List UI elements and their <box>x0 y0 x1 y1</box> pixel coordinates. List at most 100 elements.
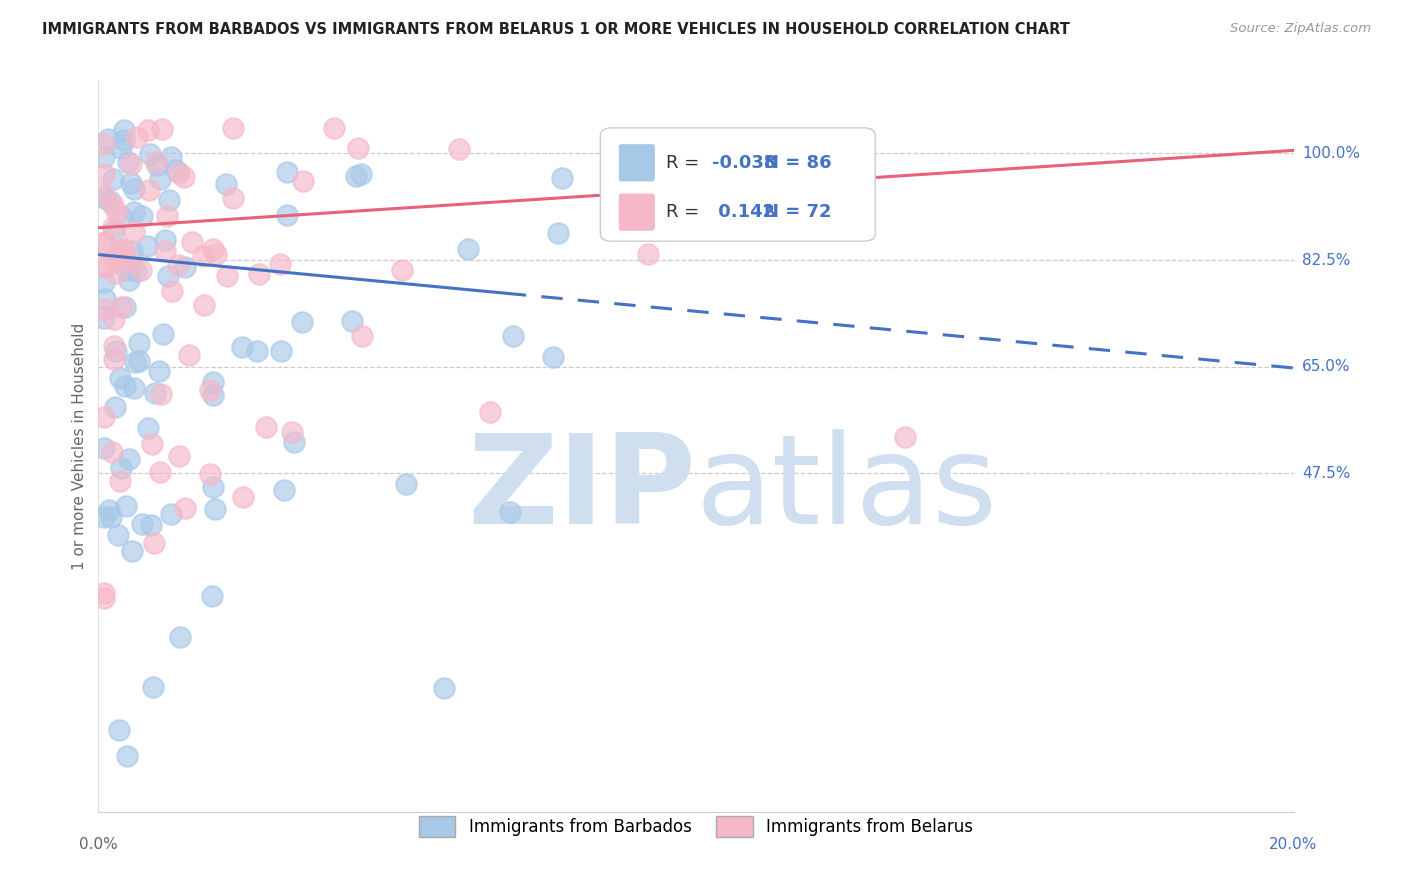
Point <box>93 301 115 316</box>
Point <box>146 158 169 172</box>
Point <box>198 383 221 397</box>
Point <box>108 371 131 385</box>
Point <box>449 142 471 156</box>
Point <box>479 405 502 419</box>
Text: R =: R = <box>666 153 704 172</box>
Point <box>103 339 125 353</box>
Point <box>114 301 136 315</box>
Point <box>129 262 152 277</box>
Point <box>131 516 153 531</box>
Point <box>110 300 132 314</box>
Point <box>391 263 413 277</box>
Text: Source: ZipAtlas.com: Source: ZipAtlas.com <box>1230 22 1371 36</box>
Point <box>145 386 167 401</box>
Text: 100.0%: 100.0% <box>1302 146 1360 161</box>
Point <box>96 260 118 274</box>
Point <box>93 236 115 251</box>
Point <box>204 501 226 516</box>
Point <box>125 130 148 145</box>
Point <box>165 163 187 178</box>
Point <box>97 132 120 146</box>
Point <box>121 244 143 259</box>
Point <box>108 474 131 488</box>
Point <box>173 170 195 185</box>
Point <box>281 425 304 439</box>
Point <box>174 501 197 516</box>
Point <box>231 340 253 354</box>
Point <box>149 465 172 479</box>
Point <box>93 585 115 599</box>
Text: 47.5%: 47.5% <box>1302 466 1350 481</box>
FancyBboxPatch shape <box>620 194 654 230</box>
Point <box>292 173 315 187</box>
Point <box>103 223 125 237</box>
Point <box>169 166 191 180</box>
Point <box>93 167 115 181</box>
Point <box>153 233 176 247</box>
Point <box>222 121 245 136</box>
Point <box>120 176 142 190</box>
Point <box>543 350 565 364</box>
Point <box>276 165 298 179</box>
Point <box>167 449 190 463</box>
Point <box>202 375 225 389</box>
Point <box>169 630 191 644</box>
Point <box>94 293 117 307</box>
Point <box>157 193 180 207</box>
Text: -0.038: -0.038 <box>711 153 776 172</box>
Point <box>93 136 115 151</box>
Point <box>502 328 524 343</box>
Point <box>136 421 159 435</box>
Point <box>152 326 174 341</box>
Point <box>110 460 132 475</box>
Point <box>346 141 368 155</box>
Point <box>122 181 145 195</box>
Text: 82.5%: 82.5% <box>1302 252 1350 268</box>
Point <box>149 171 172 186</box>
Point <box>103 198 125 212</box>
Point <box>135 239 157 253</box>
Point <box>149 387 172 401</box>
Point <box>193 298 215 312</box>
Point <box>122 205 145 219</box>
Text: R =: R = <box>666 203 704 221</box>
Point <box>112 122 135 136</box>
Point <box>122 225 145 239</box>
Point <box>222 190 245 204</box>
Point <box>93 409 115 424</box>
Point <box>115 499 138 513</box>
Point <box>107 206 129 220</box>
Point <box>108 244 131 258</box>
Point <box>125 264 148 278</box>
Point <box>98 502 121 516</box>
Point <box>499 505 522 519</box>
Point <box>93 260 115 274</box>
Point <box>160 150 183 164</box>
Point <box>105 344 128 359</box>
Point <box>100 509 122 524</box>
Point <box>181 235 204 249</box>
FancyBboxPatch shape <box>600 128 875 241</box>
Point <box>232 490 254 504</box>
Point <box>104 266 127 280</box>
Point <box>115 749 138 764</box>
Point <box>117 263 139 277</box>
Point <box>283 435 305 450</box>
Point <box>138 182 160 196</box>
Point <box>120 157 142 171</box>
Point <box>291 315 314 329</box>
Point <box>117 273 139 287</box>
Point <box>103 352 125 367</box>
Point <box>103 312 125 326</box>
Text: 0.142: 0.142 <box>711 203 775 221</box>
Point <box>128 354 150 368</box>
Point <box>150 122 173 136</box>
Point <box>131 210 153 224</box>
Point <box>104 401 127 415</box>
Point <box>177 348 200 362</box>
Point <box>148 363 170 377</box>
Point <box>128 336 150 351</box>
Point <box>340 314 363 328</box>
Point <box>101 220 124 235</box>
Point <box>157 269 180 284</box>
